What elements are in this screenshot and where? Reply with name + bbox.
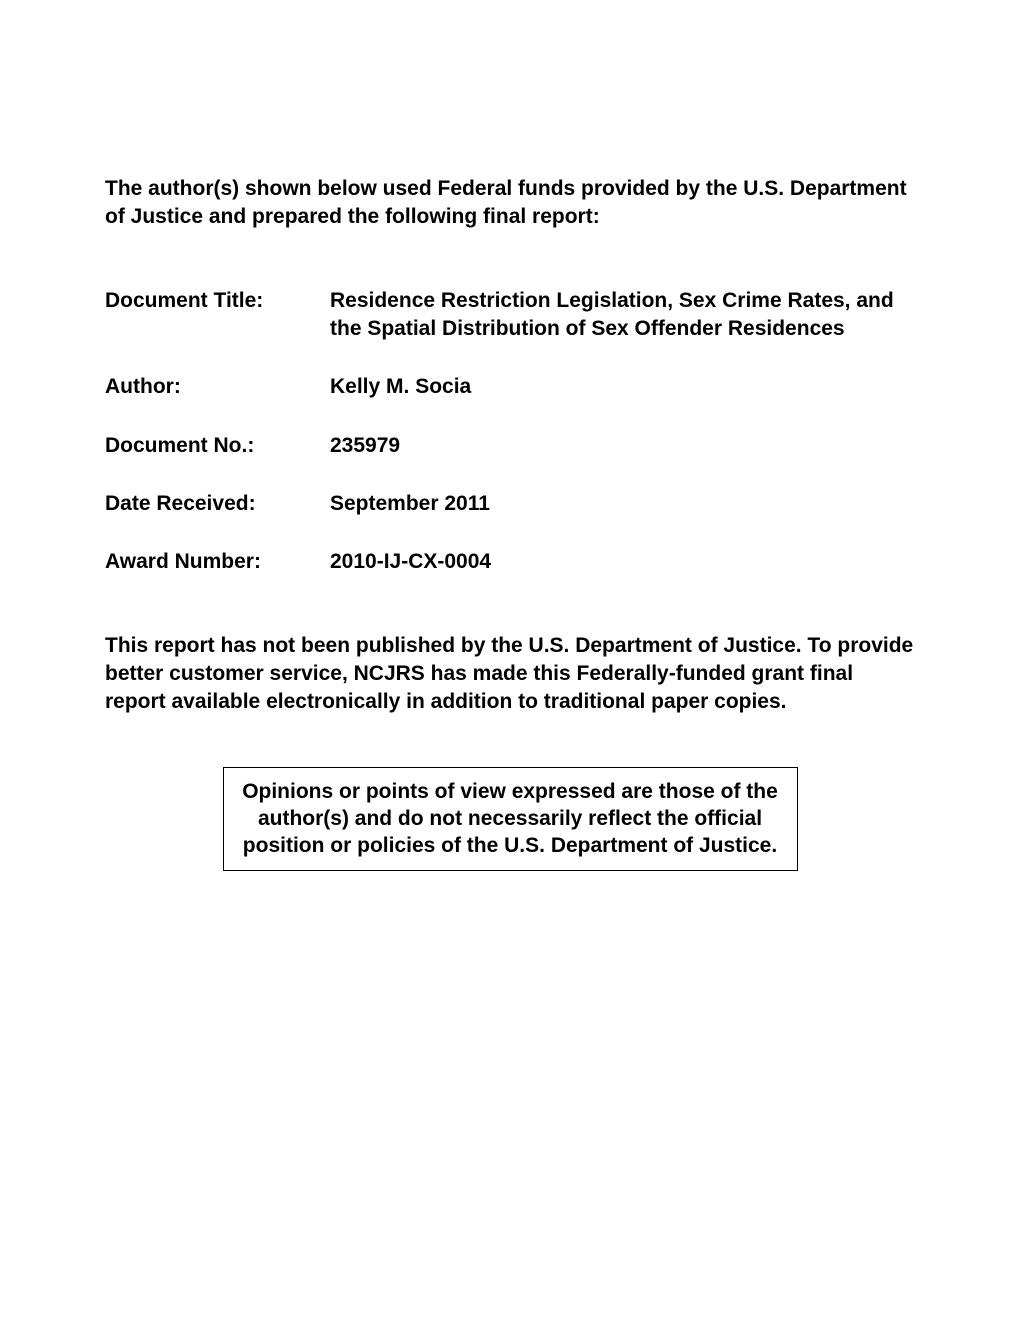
award-number-value: 2010-IJ-CX-0004	[330, 548, 491, 576]
intro-paragraph: The author(s) shown below used Federal f…	[105, 175, 915, 232]
metadata-row-docno: Document No.: 235979	[105, 432, 915, 460]
date-received-label: Date Received:	[105, 490, 330, 518]
award-number-label: Award Number:	[105, 548, 330, 576]
document-title-value: Residence Restriction Legislation, Sex C…	[330, 287, 915, 344]
metadata-section: Document Title: Residence Restriction Le…	[105, 287, 915, 577]
metadata-row-date: Date Received: September 2011	[105, 490, 915, 518]
document-number-value: 235979	[330, 432, 400, 460]
opinion-box: Opinions or points of view expressed are…	[223, 767, 798, 871]
disclaimer-paragraph: This report has not been published by th…	[105, 632, 915, 717]
document-number-label: Document No.:	[105, 432, 330, 460]
metadata-row-title: Document Title: Residence Restriction Le…	[105, 287, 915, 344]
metadata-row-award: Award Number: 2010-IJ-CX-0004	[105, 548, 915, 576]
opinion-text: Opinions or points of view expressed are…	[242, 778, 779, 860]
date-received-value: September 2011	[330, 490, 490, 518]
author-value: Kelly M. Socia	[330, 373, 471, 401]
document-title-label: Document Title:	[105, 287, 330, 344]
metadata-row-author: Author: Kelly M. Socia	[105, 373, 915, 401]
author-label: Author:	[105, 373, 330, 401]
